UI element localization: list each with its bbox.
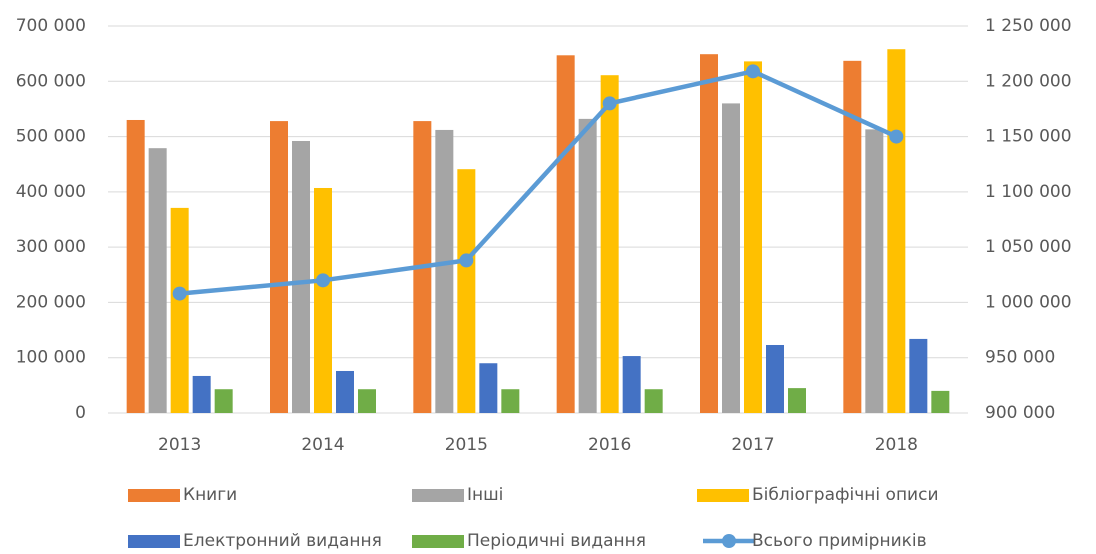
bar (435, 129, 454, 414)
line-marker (459, 253, 474, 268)
y-tick-label: 600 000 (16, 71, 86, 91)
x-tick-label: 2016 (588, 435, 631, 455)
line (179, 68, 898, 296)
y-tick-label: 700 000 (16, 16, 86, 36)
legend-label: Електронний видання (183, 531, 382, 551)
bar (788, 388, 806, 413)
x-tick-label: 2015 (445, 435, 488, 455)
bar (931, 390, 950, 413)
bar (843, 60, 862, 414)
line-marker (172, 286, 187, 301)
y-tick-label: 200 000 (16, 292, 86, 312)
x-tick-label: 2017 (731, 435, 774, 455)
line-marker (316, 273, 330, 288)
y2-tick-label: 1 200 000 (985, 71, 1072, 91)
bar (292, 140, 310, 413)
bar (909, 338, 928, 413)
legend-marker (722, 534, 736, 548)
legend-label: Інші (467, 485, 503, 505)
bar (622, 356, 641, 413)
bar (600, 75, 619, 413)
bar (214, 389, 233, 413)
y-tick-label: 500 000 (16, 127, 86, 147)
line-marker (746, 64, 760, 79)
legend-label: Всього примірників (752, 531, 927, 551)
y-tick-label: 0 (75, 403, 86, 423)
bar (578, 118, 597, 413)
bar (358, 389, 376, 413)
y2-tick-label: 900 000 (985, 403, 1055, 423)
bar (148, 148, 167, 413)
bar (170, 207, 189, 413)
x-tick-label: 2013 (158, 435, 201, 455)
y2-tick-label: 950 000 (985, 348, 1055, 368)
bar (700, 54, 718, 414)
bar (336, 370, 354, 413)
y-tick-label: 300 000 (16, 237, 86, 257)
bar (479, 363, 498, 413)
bar (457, 169, 476, 413)
line-marker (602, 96, 617, 111)
y-tick-label: 100 000 (16, 348, 86, 368)
y2-tick-label: 1 250 000 (985, 16, 1072, 36)
legend-label: Періодичні видання (467, 531, 646, 551)
y2-tick-label: 1 050 000 (985, 237, 1072, 257)
legend-swatch (412, 489, 464, 502)
legend-swatch (412, 535, 464, 548)
bar (766, 344, 784, 413)
legend-swatch (128, 489, 180, 502)
bar (270, 121, 288, 413)
y2-tick-label: 1 100 000 (985, 182, 1072, 202)
line-marker (889, 129, 904, 144)
bar (865, 129, 884, 414)
bar (126, 119, 145, 413)
y2-tick-label: 1 150 000 (985, 127, 1072, 147)
legend-label: Бібліографічні описи (752, 485, 939, 505)
bar (501, 389, 520, 413)
bar (192, 375, 211, 413)
x-tick-label: 2018 (875, 435, 918, 455)
x-tick-label: 2014 (301, 435, 344, 455)
y-tick-label: 400 000 (16, 182, 86, 202)
bar (556, 55, 575, 414)
bar (644, 389, 663, 413)
legend-label: Книги (183, 485, 237, 505)
legend-swatch (128, 535, 180, 548)
bar (722, 103, 740, 414)
bar (314, 187, 332, 413)
bar (744, 61, 762, 413)
y2-tick-label: 1 000 000 (985, 292, 1072, 312)
legend-swatch (697, 489, 749, 502)
bar (887, 49, 906, 413)
